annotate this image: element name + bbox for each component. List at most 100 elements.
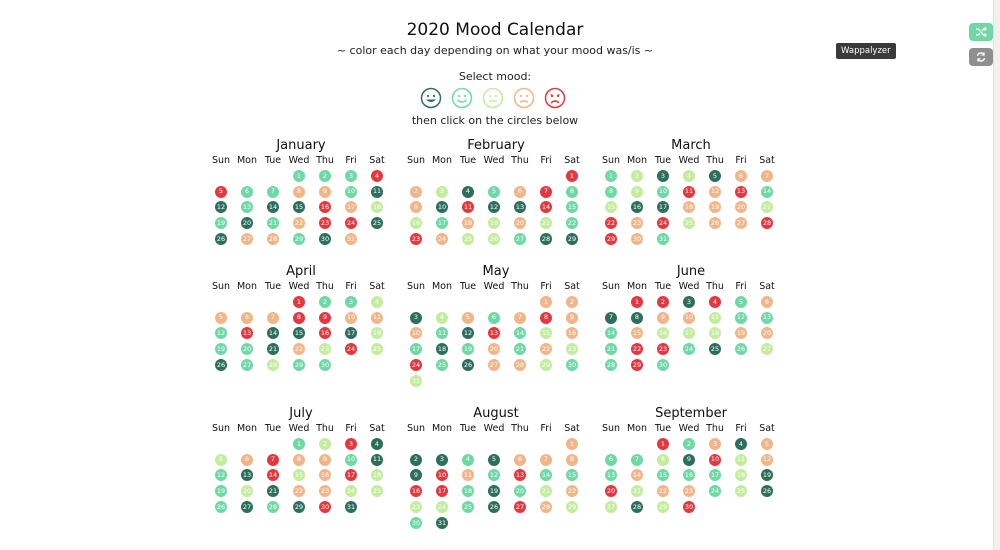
day-circle[interactable]: 28: [514, 359, 526, 372]
day-circle[interactable]: 31: [410, 374, 422, 387]
day-circle[interactable]: 5: [462, 311, 474, 324]
day-circle[interactable]: 4: [371, 169, 383, 182]
day-circle[interactable]: 26: [215, 359, 227, 372]
day-circle[interactable]: 23: [410, 501, 422, 514]
day-circle[interactable]: 10: [345, 185, 357, 198]
day-circle[interactable]: 13: [761, 311, 773, 324]
day-circle[interactable]: 21: [514, 343, 526, 356]
day-circle[interactable]: 8: [657, 453, 669, 466]
day-circle[interactable]: 11: [371, 185, 383, 198]
day-circle[interactable]: 19: [488, 485, 500, 498]
day-circle[interactable]: 24: [709, 485, 721, 498]
day-circle[interactable]: 14: [267, 327, 279, 340]
day-circle[interactable]: 23: [657, 343, 669, 356]
day-circle[interactable]: 19: [709, 201, 721, 214]
day-circle[interactable]: 22: [566, 485, 578, 498]
day-circle[interactable]: 19: [215, 485, 227, 498]
day-circle[interactable]: 28: [540, 501, 552, 514]
day-circle[interactable]: 17: [709, 469, 721, 482]
day-circle[interactable]: 26: [462, 359, 474, 372]
day-circle[interactable]: 22: [566, 217, 578, 230]
day-circle[interactable]: 28: [631, 501, 643, 514]
day-circle[interactable]: 27: [761, 343, 773, 356]
day-circle[interactable]: 13: [514, 201, 526, 214]
day-circle[interactable]: 30: [631, 233, 643, 246]
day-circle[interactable]: 5: [488, 453, 500, 466]
day-circle[interactable]: 17: [410, 343, 422, 356]
day-circle[interactable]: 8: [631, 311, 643, 324]
day-circle[interactable]: 10: [345, 453, 357, 466]
day-circle[interactable]: 18: [371, 327, 383, 340]
day-circle[interactable]: 8: [540, 311, 552, 324]
day-circle[interactable]: 18: [436, 343, 448, 356]
day-circle[interactable]: 25: [735, 485, 747, 498]
day-circle[interactable]: 21: [605, 343, 617, 356]
day-circle[interactable]: 9: [566, 311, 578, 324]
day-circle[interactable]: 1: [566, 437, 578, 450]
day-circle[interactable]: 13: [488, 327, 500, 340]
day-circle[interactable]: 14: [761, 185, 773, 198]
day-circle[interactable]: 16: [319, 327, 331, 340]
day-circle[interactable]: 12: [462, 327, 474, 340]
day-circle[interactable]: 22: [293, 217, 305, 230]
day-circle[interactable]: 12: [488, 469, 500, 482]
day-circle[interactable]: 4: [683, 169, 695, 182]
day-circle[interactable]: 21: [540, 217, 552, 230]
day-circle[interactable]: 14: [267, 201, 279, 214]
day-circle[interactable]: 7: [540, 453, 552, 466]
day-circle[interactable]: 15: [293, 201, 305, 214]
day-circle[interactable]: 13: [605, 469, 617, 482]
day-circle[interactable]: 17: [345, 469, 357, 482]
day-circle[interactable]: 21: [631, 485, 643, 498]
day-circle[interactable]: 31: [345, 233, 357, 246]
day-circle[interactable]: 24: [345, 217, 357, 230]
day-circle[interactable]: 13: [514, 469, 526, 482]
day-circle[interactable]: 6: [514, 185, 526, 198]
day-circle[interactable]: 27: [514, 233, 526, 246]
day-circle[interactable]: 7: [267, 311, 279, 324]
day-circle[interactable]: 8: [293, 311, 305, 324]
day-circle[interactable]: 6: [605, 453, 617, 466]
day-circle[interactable]: 17: [345, 201, 357, 214]
day-circle[interactable]: 28: [540, 233, 552, 246]
day-circle[interactable]: 27: [735, 217, 747, 230]
day-circle[interactable]: 17: [345, 327, 357, 340]
day-circle[interactable]: 2: [683, 437, 695, 450]
day-circle[interactable]: 13: [241, 469, 253, 482]
day-circle[interactable]: 18: [462, 217, 474, 230]
day-circle[interactable]: 7: [514, 311, 526, 324]
day-circle[interactable]: 26: [488, 233, 500, 246]
day-circle[interactable]: 18: [371, 469, 383, 482]
day-circle[interactable]: 18: [683, 201, 695, 214]
day-circle[interactable]: 27: [241, 359, 253, 372]
day-circle[interactable]: 28: [267, 233, 279, 246]
day-circle[interactable]: 12: [761, 453, 773, 466]
day-circle[interactable]: 27: [605, 501, 617, 514]
day-circle[interactable]: 7: [761, 169, 773, 182]
day-circle[interactable]: 23: [683, 485, 695, 498]
day-circle[interactable]: 10: [657, 185, 669, 198]
day-circle[interactable]: 11: [683, 185, 695, 198]
day-circle[interactable]: 28: [605, 359, 617, 372]
day-circle[interactable]: 23: [319, 343, 331, 356]
day-circle[interactable]: 28: [267, 359, 279, 372]
day-circle[interactable]: 3: [345, 295, 357, 308]
day-circle[interactable]: 13: [241, 201, 253, 214]
day-circle[interactable]: 1: [293, 169, 305, 182]
day-circle[interactable]: 17: [436, 485, 448, 498]
day-circle[interactable]: 21: [267, 217, 279, 230]
day-circle[interactable]: 2: [319, 437, 331, 450]
day-circle[interactable]: 4: [709, 295, 721, 308]
day-circle[interactable]: 6: [514, 453, 526, 466]
day-circle[interactable]: 20: [514, 485, 526, 498]
day-circle[interactable]: 1: [566, 169, 578, 182]
day-circle[interactable]: 2: [410, 453, 422, 466]
day-circle[interactable]: 29: [657, 501, 669, 514]
day-circle[interactable]: 2: [657, 295, 669, 308]
day-circle[interactable]: 27: [241, 233, 253, 246]
day-circle[interactable]: 12: [709, 185, 721, 198]
day-circle[interactable]: 25: [462, 233, 474, 246]
day-circle[interactable]: 2: [410, 185, 422, 198]
day-circle[interactable]: 22: [540, 343, 552, 356]
day-circle[interactable]: 7: [267, 185, 279, 198]
